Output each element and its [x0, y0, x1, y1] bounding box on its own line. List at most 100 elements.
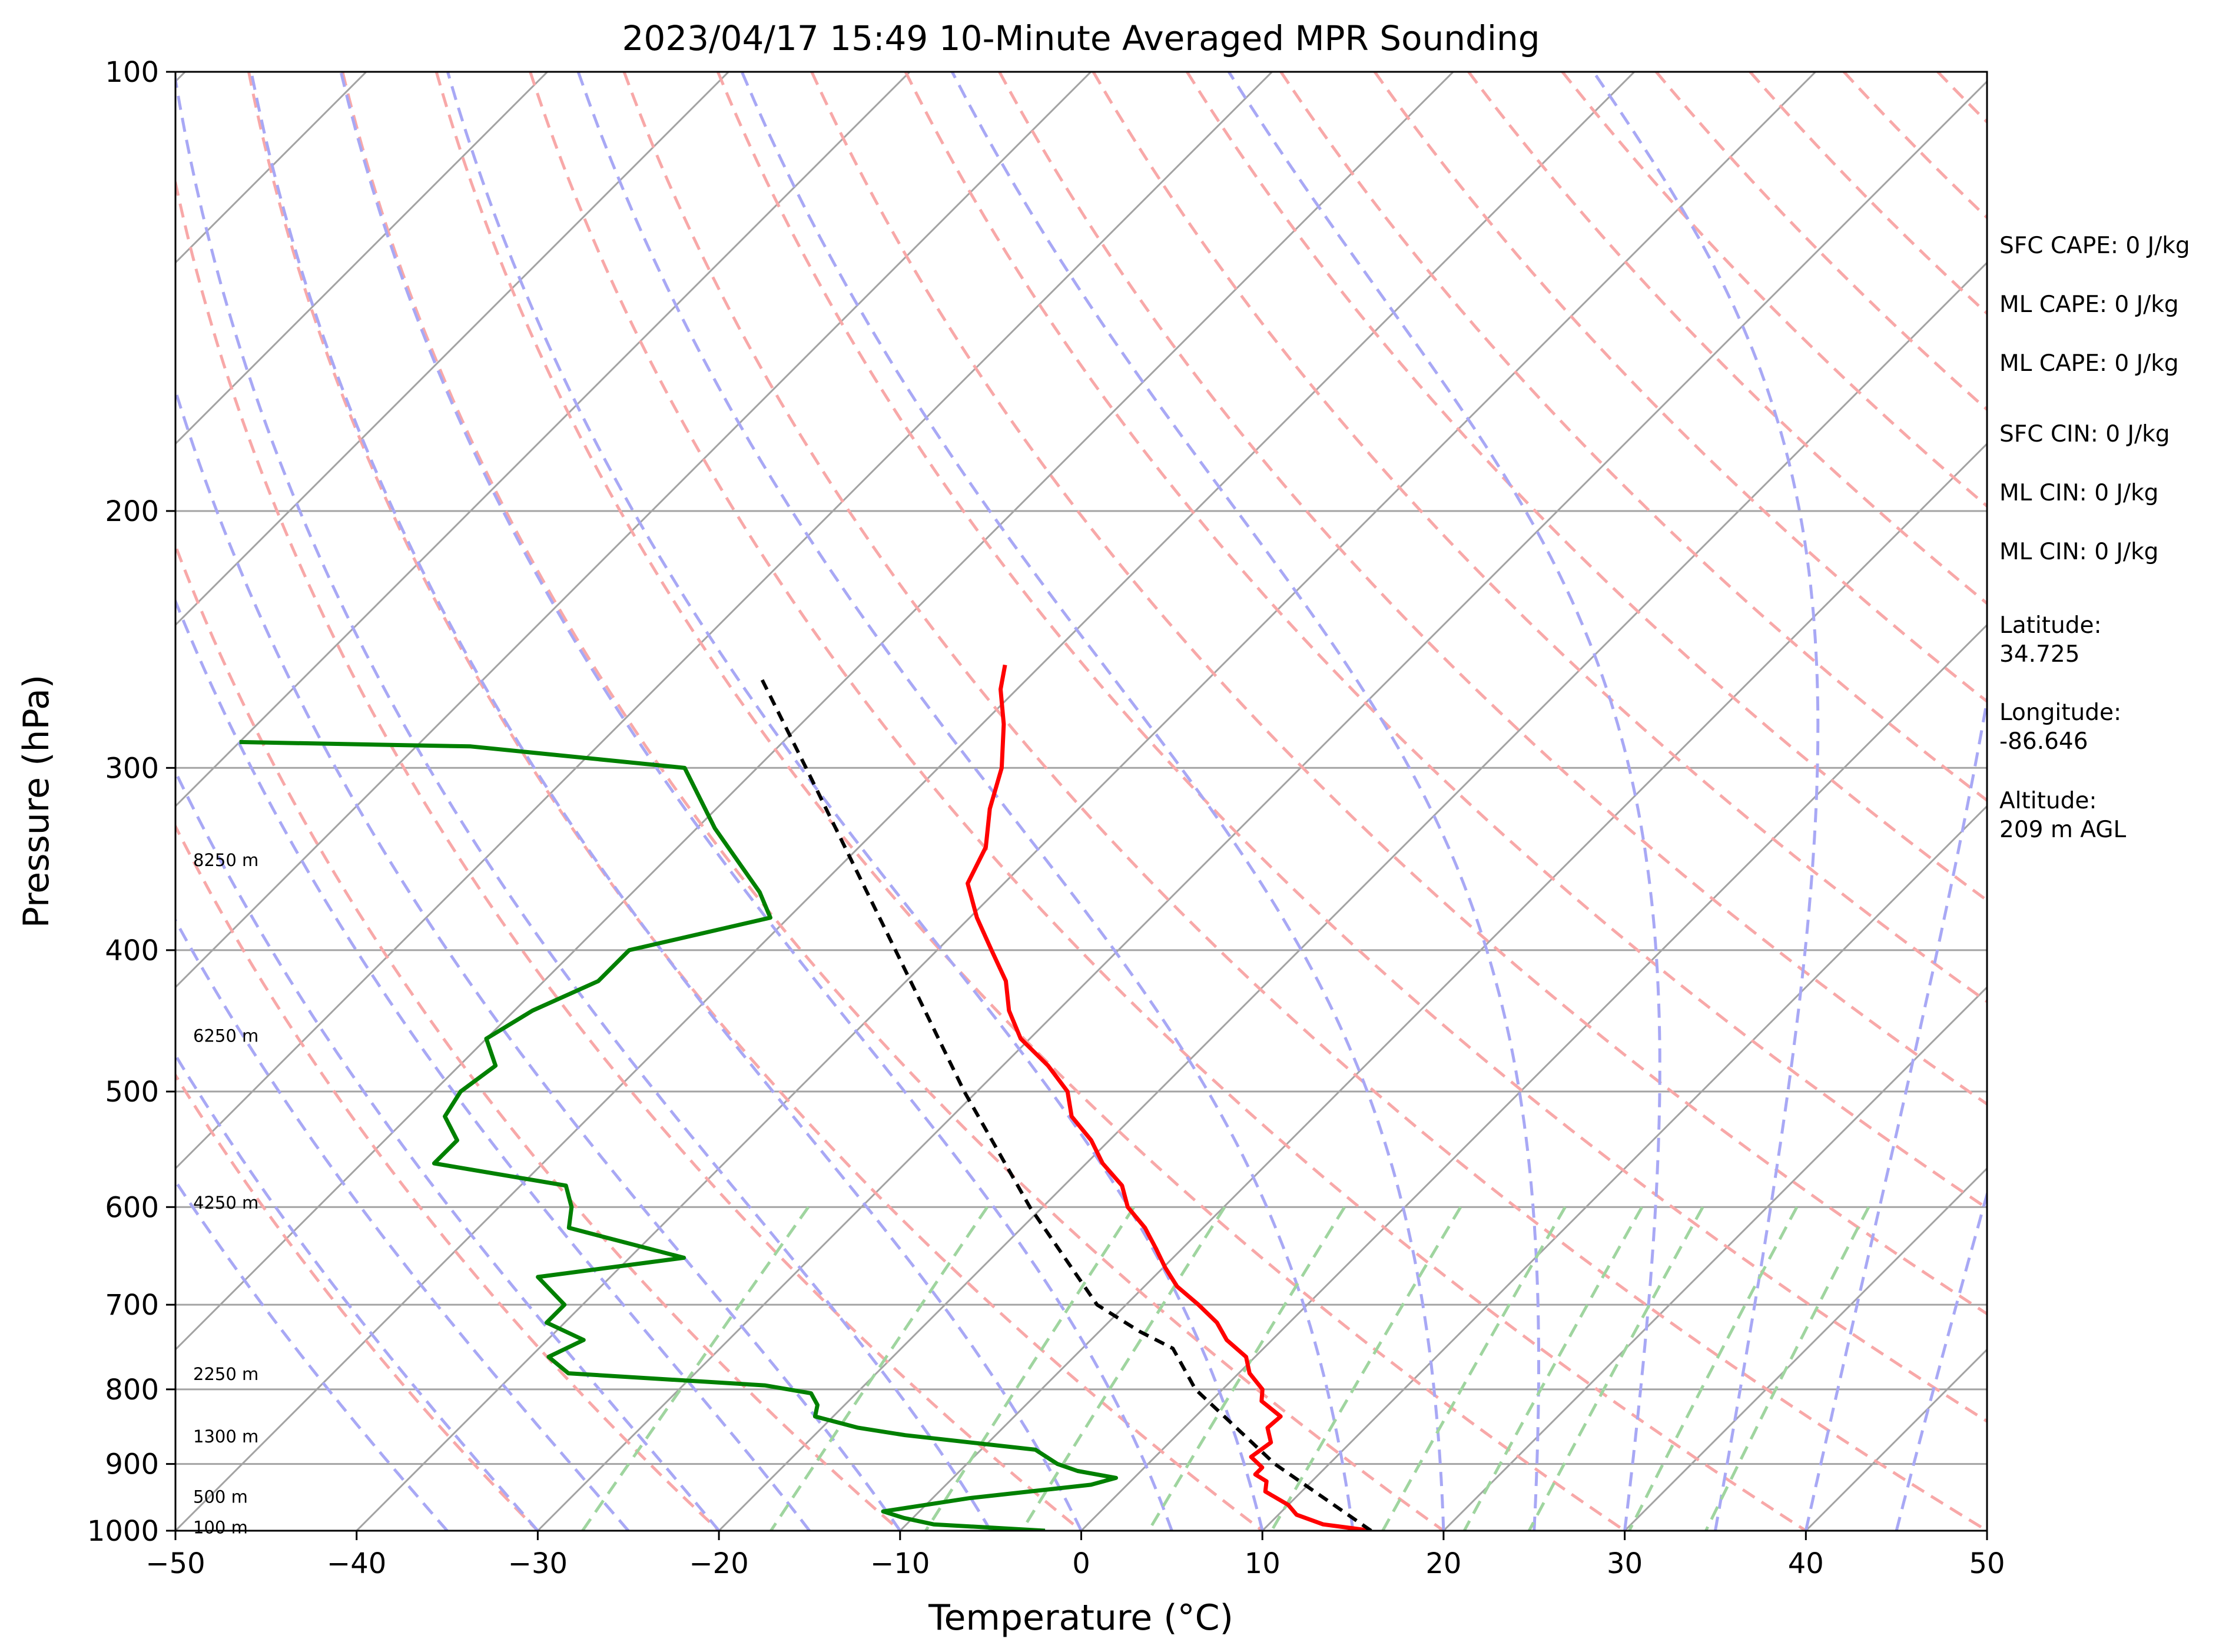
chart-title: 2023/04/17 15:49 10-Minute Averaged MPR … [622, 18, 1540, 58]
x-tick-label: 10 [1245, 1547, 1281, 1580]
y-tick-label: 700 [105, 1289, 159, 1322]
dry-adiabat-line [998, 72, 1987, 1106]
dry-adiabat-line [175, 823, 720, 1531]
moist-adiabat-line [250, 72, 1083, 1531]
info-line: Latitude: [1999, 612, 2102, 639]
y-tick-label: 500 [105, 1076, 159, 1109]
info-line: 34.725 [1999, 641, 2079, 668]
x-tick-label: −10 [870, 1547, 930, 1580]
plot-frame [174, 71, 1988, 1532]
moist-adiabat-line [175, 917, 630, 1531]
dry-adiabat-line [2219, 72, 2229, 1531]
info-line: ML CAPE: 0 J/kg [1999, 350, 2179, 377]
x-axis-label: Temperature (°C) [928, 1597, 1233, 1638]
mixing-ratio-line [581, 1206, 810, 1531]
background-lines [0, 72, 2229, 1531]
x-tick-label: 40 [1788, 1547, 1824, 1580]
isotherm-line [175, 72, 1092, 989]
height-label: 500 m [193, 1487, 248, 1507]
x-tick-label: 0 [1072, 1547, 1090, 1580]
isotherm-line [1442, 986, 1987, 1531]
dry-adiabat-line [1186, 72, 1987, 903]
mixing-ratio-line [924, 1206, 1136, 1531]
dry-adiabat-line [341, 72, 1445, 1531]
x-tick-label: −20 [689, 1547, 748, 1580]
dry-adiabat-line [1373, 72, 1987, 704]
x-tick-label: −40 [327, 1547, 386, 1580]
dry-adiabat-line [2125, 72, 2229, 1531]
moist-adiabat-line [175, 1052, 539, 1531]
info-line: -86.646 [1999, 728, 2088, 755]
isotherm-line [537, 80, 1987, 1531]
height-labels: 100 m 500 m 1300 m 2250 m 4250 m 6250 m 8250 m [193, 850, 258, 1538]
info-line: ML CIN: 0 J/kg [1999, 539, 2158, 565]
dry-adiabat-line [622, 72, 1987, 1531]
info-line: SFC CAPE: 0 J/kg [1999, 233, 2190, 259]
mixing-ratio-line [1381, 1206, 1567, 1531]
moist-adiabat-line [576, 72, 1355, 1531]
moist-adiabat-line [740, 72, 1445, 1531]
isotherm-line [175, 72, 911, 808]
info-line: 209 m AGL [1999, 817, 2126, 843]
isotherm-line [175, 72, 1454, 1351]
y-tick-label: 1000 [87, 1515, 159, 1548]
isotherm-line [175, 72, 1273, 1170]
info-line: Longitude: [1999, 699, 2121, 726]
moist-adiabat-line [175, 597, 811, 1531]
dewpoint-line [239, 739, 1118, 1531]
temperature-line [966, 664, 1372, 1531]
height-label: 2250 m [193, 1364, 258, 1384]
moist-adiabat-line [175, 768, 721, 1531]
height-label: 1300 m [193, 1427, 258, 1447]
y-tick-label: 300 [105, 752, 159, 785]
isotherm-line [175, 72, 548, 445]
dry-adiabat-line [529, 72, 1807, 1531]
sounding-series [239, 664, 1372, 1531]
isotherm-line [1624, 1167, 1987, 1531]
moist-adiabat-line [339, 72, 1173, 1531]
x-tick-label: −30 [508, 1547, 568, 1580]
dry-adiabat-line [175, 541, 901, 1531]
isotherm-line [175, 72, 1636, 1531]
height-label: 8250 m [193, 850, 258, 870]
y-axis-label: Pressure (hPa) [16, 675, 57, 928]
moist-adiabat-line [950, 72, 1540, 1531]
isotherm-line [175, 72, 729, 626]
info-line: SFC CIN: 0 J/kg [1999, 421, 2170, 447]
mixing-ratio-line [1527, 1206, 1704, 1531]
dry-adiabat-line [716, 72, 1987, 1424]
moist-adiabat-line [175, 72, 992, 1531]
y-tick-label: 200 [105, 495, 159, 528]
moist-adiabat-line [1804, 692, 1987, 1531]
moist-adiabat-line [446, 72, 1264, 1531]
isotherm-line [1262, 805, 1987, 1531]
mixing-ratio-line [1147, 1206, 1346, 1531]
mixing-ratio-line [1462, 1206, 1643, 1531]
dry-adiabat-line [810, 72, 1987, 1316]
moist-adiabat-line [1592, 72, 1820, 1531]
isotherm-line [0, 72, 4, 1531]
y-tick-label: 400 [105, 934, 159, 967]
x-tick-label: 30 [1607, 1547, 1643, 1580]
isotherm-line [718, 261, 1987, 1531]
mixing-ratio-line [1270, 1206, 1462, 1531]
x-tick-label: 20 [1425, 1547, 1461, 1580]
dry-adiabat-line [1467, 72, 1987, 606]
x-tick-label: 50 [1969, 1547, 2005, 1580]
info-line: Altitude: [1999, 788, 2097, 814]
dry-adiabat-line [1092, 72, 1987, 1004]
dry-adiabat-line [247, 72, 1263, 1531]
isotherm-line [1080, 623, 1987, 1531]
moist-adiabat-line [175, 386, 901, 1531]
dry-adiabat-line [904, 72, 1987, 1210]
dry-adiabat-line [1561, 72, 1987, 508]
height-label: 6250 m [193, 1026, 258, 1046]
info-line: ML CIN: 0 J/kg [1999, 480, 2158, 506]
axis-ticks: −50 −40 −30 −20 −10 0 10 20 30 40 50 1000 900 800 700 6… [87, 56, 2005, 1580]
info-line: ML CAPE: 0 J/kg [1999, 291, 2179, 318]
dry-adiabat-line [434, 72, 1626, 1531]
isotherm-line [899, 442, 1987, 1531]
y-tick-label: 100 [105, 56, 159, 89]
y-tick-label: 900 [105, 1448, 159, 1481]
mixing-ratio-line [1628, 1206, 1799, 1531]
